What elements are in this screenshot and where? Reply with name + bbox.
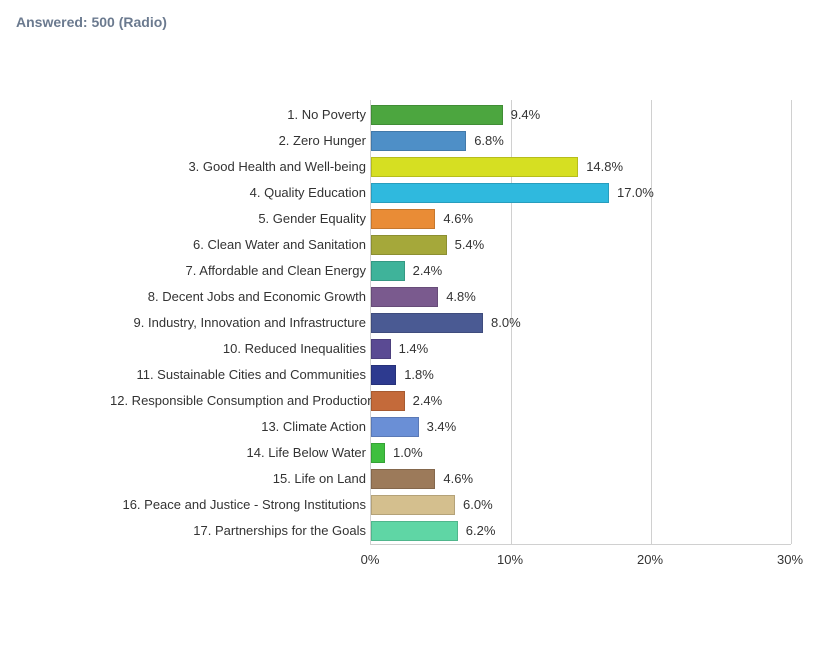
- bar-label: 14. Life Below Water: [110, 443, 366, 463]
- bar-label: 6. Clean Water and Sanitation: [110, 235, 366, 255]
- bar-value-label: 3.4%: [427, 417, 457, 437]
- bar-value-label: 6.2%: [466, 521, 496, 541]
- bar-label: 16. Peace and Justice - Strong Instituti…: [110, 495, 366, 515]
- bar-label: 15. Life on Land: [110, 469, 366, 489]
- bar-value-label: 4.6%: [443, 469, 473, 489]
- bar-label: 13. Climate Action: [110, 417, 366, 437]
- bar-value-label: 5.4%: [455, 235, 485, 255]
- bar-value-label: 1.4%: [399, 339, 429, 359]
- bar-value-label: 2.4%: [413, 391, 443, 411]
- bar: [371, 313, 483, 333]
- bar-row: 1. No Poverty 9.4%: [110, 105, 800, 125]
- bar-value-label: 1.8%: [404, 365, 434, 385]
- bar-value-label: 4.8%: [446, 287, 476, 307]
- bar: [371, 105, 503, 125]
- bar-value-label: 17.0%: [617, 183, 654, 203]
- bar-row: 11. Sustainable Cities and Communities 1.…: [110, 365, 800, 385]
- bar-row: 12. Responsible Consumption and Producti…: [110, 391, 800, 411]
- bar-label: 4. Quality Education: [110, 183, 366, 203]
- bar-value-label: 14.8%: [586, 157, 623, 177]
- bar-row: 17. Partnerships for the Goals 6.2%: [110, 521, 800, 541]
- bar-label: 3. Good Health and Well-being: [110, 157, 366, 177]
- bar-label: 17. Partnerships for the Goals: [110, 521, 366, 541]
- bar-label: 11. Sustainable Cities and Communities: [110, 365, 366, 385]
- bar: [371, 287, 438, 307]
- bar-value-label: 6.8%: [474, 131, 504, 151]
- bar: [371, 521, 458, 541]
- bar-label: 7. Affordable and Clean Energy: [110, 261, 366, 281]
- bar: [371, 417, 419, 437]
- bar-row: 16. Peace and Justice - Strong Instituti…: [110, 495, 800, 515]
- bar-label: 12. Responsible Consumption and Producti…: [110, 391, 366, 411]
- bar: [371, 131, 466, 151]
- bar: [371, 495, 455, 515]
- bar-label: 10. Reduced Inequalities: [110, 339, 366, 359]
- bar: [371, 261, 405, 281]
- bar-row: 7. Affordable and Clean Energy 2.4%: [110, 261, 800, 281]
- bar-row: 3. Good Health and Well-being 14.8%: [110, 157, 800, 177]
- bar-value-label: 2.4%: [413, 261, 443, 281]
- bar-row: 14. Life Below Water 1.0%: [110, 443, 800, 463]
- bar-value-label: 9.4%: [511, 105, 541, 125]
- bar-row: 5. Gender Equality 4.6%: [110, 209, 800, 229]
- x-tick-label: 20%: [637, 552, 663, 567]
- bar-row: 4. Quality Education 17.0%: [110, 183, 800, 203]
- bar-label: 9. Industry, Innovation and Infrastructu…: [110, 313, 366, 333]
- x-tick-label: 0%: [361, 552, 380, 567]
- bar-row: 2. Zero Hunger 6.8%: [110, 131, 800, 151]
- bar-row: 10. Reduced Inequalities 1.4%: [110, 339, 800, 359]
- bar-row: 8. Decent Jobs and Economic Growth 4.8%: [110, 287, 800, 307]
- bar-row: 6. Clean Water and Sanitation 5.4%: [110, 235, 800, 255]
- bar: [371, 391, 405, 411]
- bar-value-label: 6.0%: [463, 495, 493, 515]
- bar-value-label: 8.0%: [491, 313, 521, 333]
- bar-chart: 0% 10% 20% 30% 1. No Poverty 9.4% 2. Zero Hung…: [110, 100, 800, 600]
- bar-label: 5. Gender Equality: [110, 209, 366, 229]
- bar: [371, 235, 447, 255]
- bar-label: 2. Zero Hunger: [110, 131, 366, 151]
- bar: [371, 209, 435, 229]
- bar: [371, 339, 391, 359]
- bar: [371, 365, 396, 385]
- bar-value-label: 1.0%: [393, 443, 423, 463]
- bar-value-label: 4.6%: [443, 209, 473, 229]
- answered-header: Answered: 500 (Radio): [16, 14, 167, 30]
- bar-row: 15. Life on Land 4.6%: [110, 469, 800, 489]
- x-tick-label: 10%: [497, 552, 523, 567]
- bar-row: 9. Industry, Innovation and Infrastructu…: [110, 313, 800, 333]
- bar-label: 8. Decent Jobs and Economic Growth: [110, 287, 366, 307]
- bar: [371, 157, 578, 177]
- bar: [371, 183, 609, 203]
- bar-label: 1. No Poverty: [110, 105, 366, 125]
- bar: [371, 469, 435, 489]
- x-tick-label: 30%: [777, 552, 803, 567]
- bar: [371, 443, 385, 463]
- bar-row: 13. Climate Action 3.4%: [110, 417, 800, 437]
